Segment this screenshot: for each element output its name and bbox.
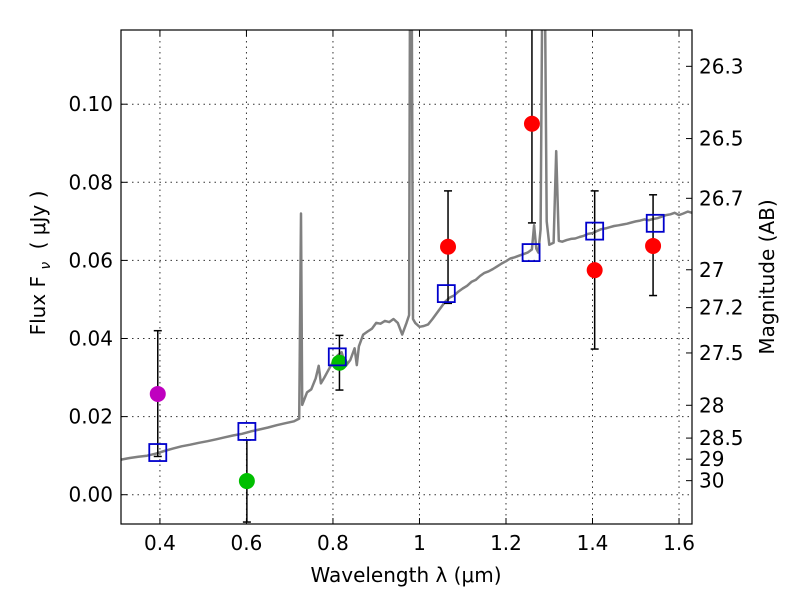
y2-tick-label: 26.7 — [699, 186, 744, 210]
observed-flux-point — [523, 115, 540, 132]
plot-frame — [120, 29, 693, 525]
y2-tick-label: 28.5 — [699, 426, 744, 450]
grid-layer — [121, 30, 692, 524]
y-tick-label: 0.02 — [68, 405, 113, 429]
model-flux-square — [237, 422, 257, 441]
observed-flux-point — [645, 237, 662, 254]
y-tick-label: 0.08 — [68, 170, 113, 194]
template-spectrum-line — [121, 30, 692, 461]
x-tick-label: 0.6 — [231, 531, 263, 555]
y2-tick-label: 28 — [699, 393, 724, 417]
x-axis-title: Wavelength λ (μm) — [310, 563, 501, 587]
y-axis-title: Flux F ν ( μJy ) — [26, 191, 55, 336]
y-axis-title-text: Flux F — [26, 276, 50, 335]
spectrum-layer — [121, 30, 692, 461]
y-axis-title-subscript: ν — [38, 262, 54, 270]
observed-flux-point — [440, 238, 457, 255]
model-flux-square — [148, 443, 168, 462]
y2-tick-label: 26.5 — [699, 127, 744, 151]
y2-tick-label: 27.5 — [699, 341, 744, 365]
observed-flux-point — [238, 473, 255, 490]
y2-tick-label: 27 — [699, 258, 724, 282]
y2-axis-title: Magnitude (AB) — [755, 199, 779, 354]
y-tick-label: 0.00 — [68, 483, 113, 507]
points-layer — [149, 115, 662, 490]
observed-flux-point — [149, 385, 166, 402]
y-tick-label: 0.06 — [68, 248, 113, 272]
y-tick-label: 0.10 — [68, 92, 113, 116]
y2-tick-label: 26.3 — [699, 54, 744, 78]
y-axis-title-units: ( μJy ) — [26, 191, 50, 250]
observed-flux-point — [331, 354, 348, 371]
squares-layer — [148, 213, 665, 462]
y2-tick-label: 29 — [699, 447, 724, 471]
x-tick-label: 1.4 — [577, 531, 609, 555]
model-flux-square — [585, 221, 605, 241]
y-tick-label: 0.04 — [68, 327, 113, 351]
x-tick-label: 1.6 — [663, 531, 695, 555]
x-tick-label: 1 — [413, 531, 426, 555]
model-flux-square — [645, 213, 665, 233]
model-flux-square — [327, 347, 347, 367]
y2-tick-label: 27.2 — [699, 296, 744, 320]
errorbar-layer — [153, 30, 658, 523]
x-tick-label: 0.8 — [317, 531, 349, 555]
observed-flux-point — [586, 262, 603, 279]
tick-layer — [121, 30, 692, 524]
label-layer: 0.4 0.6 0.8 1 1.2 1.4 1.6 0.00 0.02 0.04 0.06 0.08 0… — [68, 54, 743, 555]
x-tick-label: 0.4 — [144, 531, 176, 555]
x-tick-label: 1.2 — [490, 531, 522, 555]
model-flux-square — [436, 284, 456, 303]
y2-tick-label: 30 — [699, 469, 724, 493]
model-flux-square — [521, 243, 541, 262]
